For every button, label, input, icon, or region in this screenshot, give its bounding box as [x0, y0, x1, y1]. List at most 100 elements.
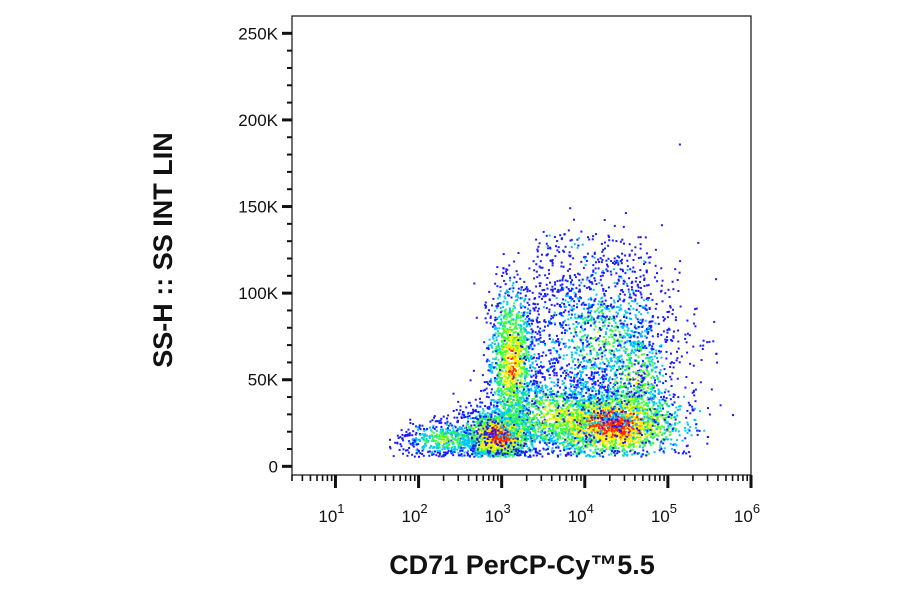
event-dot	[577, 429, 580, 432]
event-dot	[532, 424, 534, 427]
event-dot	[503, 411, 506, 414]
event-dot	[564, 416, 567, 419]
event-dot	[672, 443, 675, 446]
event-dot	[619, 420, 622, 423]
event-dot	[483, 381, 486, 384]
event-dot	[522, 335, 525, 338]
event-dot	[586, 446, 589, 449]
event-dot	[505, 449, 508, 452]
event-dot	[503, 336, 506, 339]
event-dot	[676, 439, 678, 442]
event-dot	[520, 288, 522, 291]
event-dot	[579, 398, 582, 401]
event-dot	[496, 434, 499, 437]
event-dot	[625, 450, 628, 453]
event-dot	[528, 427, 531, 430]
event-dot	[515, 374, 518, 377]
event-dot	[538, 330, 540, 333]
event-dot	[489, 427, 492, 430]
event-dot	[466, 430, 469, 433]
event-dot	[514, 445, 517, 448]
event-dot	[562, 437, 564, 440]
event-dot	[599, 438, 602, 441]
event-dot	[549, 425, 552, 428]
event-dot	[505, 388, 508, 391]
event-dot	[496, 364, 499, 367]
event-dot	[567, 425, 570, 428]
event-dot	[558, 421, 561, 424]
event-dot	[495, 441, 498, 444]
event-dot	[520, 439, 523, 442]
event-dot	[508, 397, 511, 400]
event-dot	[474, 409, 477, 412]
event-dot	[508, 311, 511, 314]
event-dot	[605, 415, 608, 418]
event-dot	[500, 401, 503, 404]
event-dot	[587, 443, 590, 445]
event-dot	[696, 429, 699, 432]
event-dot	[500, 352, 503, 355]
event-dot	[525, 423, 528, 426]
event-dot	[620, 398, 622, 401]
event-dot	[587, 405, 590, 408]
event-dot	[483, 450, 486, 453]
event-dot	[571, 418, 574, 420]
event-dot	[612, 437, 615, 440]
event-dot	[612, 444, 615, 447]
event-dot	[529, 411, 532, 414]
event-dot	[505, 410, 508, 413]
event-dot	[590, 414, 593, 417]
event-dot	[491, 335, 494, 338]
event-dot	[647, 407, 650, 410]
event-dot	[479, 451, 482, 453]
event-dot	[489, 455, 492, 458]
event-dot	[532, 366, 534, 369]
event-dot	[463, 454, 466, 457]
event-dot	[654, 422, 657, 425]
event-dot	[633, 407, 636, 410]
event-dot	[609, 446, 612, 449]
event-dot	[502, 393, 505, 396]
event-dot	[503, 350, 506, 353]
event-dot	[461, 455, 464, 458]
event-dot	[673, 401, 676, 404]
event-dot	[508, 384, 511, 386]
event-dot	[492, 399, 495, 401]
event-dot	[493, 446, 495, 448]
event-dot	[494, 366, 497, 369]
event-dot	[496, 407, 499, 410]
event-dot	[587, 435, 590, 438]
event-dot	[600, 434, 602, 437]
event-dot	[551, 410, 554, 412]
event-dot	[506, 430, 509, 433]
event-dot	[508, 343, 511, 346]
event-dot	[579, 431, 582, 434]
event-dot	[570, 410, 573, 413]
event-dot	[499, 379, 502, 382]
event-dot	[631, 422, 634, 424]
event-dot	[537, 372, 540, 375]
event-dot	[623, 451, 626, 454]
event-dot	[517, 359, 519, 362]
event-dot	[623, 425, 626, 428]
event-dot	[511, 378, 514, 380]
event-dot	[502, 444, 505, 447]
event-dot	[507, 291, 510, 294]
event-dot	[505, 322, 508, 325]
event-dot	[671, 448, 674, 451]
event-dot	[605, 431, 608, 434]
event-dot	[468, 428, 471, 431]
event-dot	[561, 443, 564, 446]
event-dot	[696, 433, 699, 436]
event-dot	[501, 454, 504, 457]
event-dot	[603, 444, 606, 447]
event-dot	[525, 407, 528, 410]
event-dot	[513, 447, 516, 450]
event-dot	[580, 409, 583, 412]
event-dot	[605, 424, 608, 427]
event-dot	[498, 430, 501, 433]
event-dot	[606, 437, 609, 440]
event-dot	[506, 350, 509, 353]
event-dot	[508, 348, 511, 351]
event-dot	[577, 420, 580, 423]
